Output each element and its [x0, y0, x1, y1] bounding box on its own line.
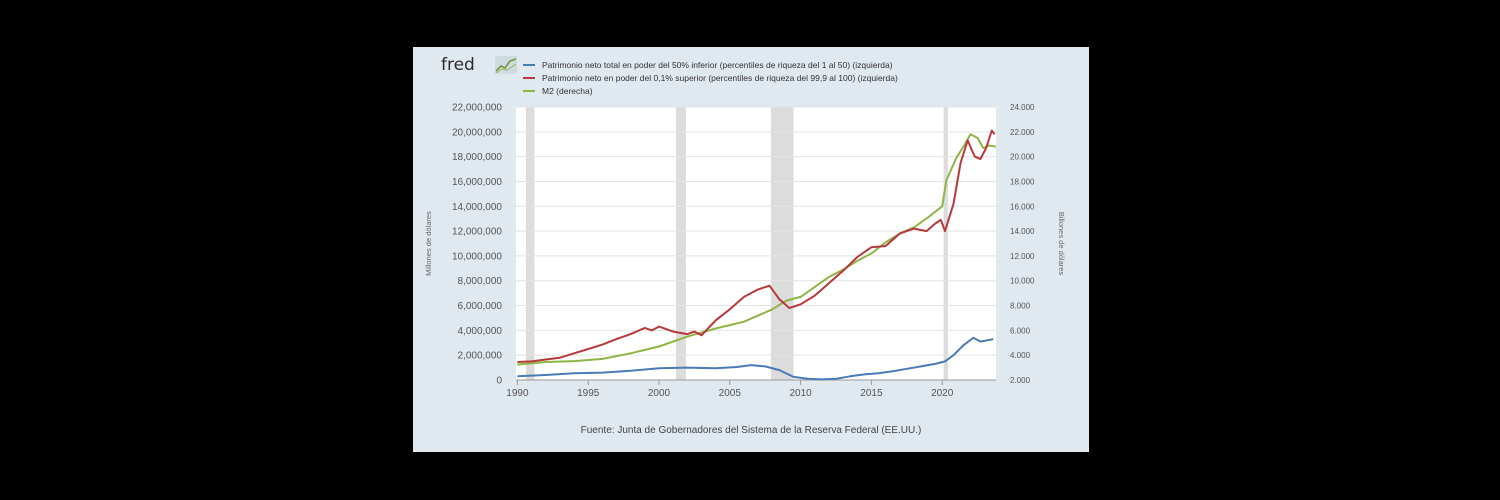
y-left-tick-label: 2,000,000	[458, 351, 503, 362]
y-right-tick-label: 20.000	[1010, 153, 1035, 162]
x-tick-label: 1995	[577, 388, 600, 399]
chart-legend: Patrimonio neto total en poder del 50% i…	[523, 58, 898, 97]
recession-band	[943, 107, 948, 380]
legend-item-bottom-50[interactable]: Patrimonio neto total en poder del 50% i…	[523, 58, 898, 71]
fred-chart-icon	[495, 56, 517, 74]
legend-swatch-red	[523, 76, 535, 79]
x-tick-label: 2000	[648, 388, 671, 399]
y-right-tick-label: 24.000	[1010, 103, 1035, 112]
recession-band	[676, 107, 686, 380]
fred-logo: fred	[441, 55, 475, 75]
line-chart: 0 2,000,000 4,000,000 6,000,000 8,000,000 10,…	[424, 103, 1066, 400]
y-left-tick-label: 22,000,000	[452, 103, 502, 114]
x-tick-label: 2010	[789, 388, 812, 399]
series-line-bottom-50	[517, 336, 994, 381]
y-right-tick-label: 6.000	[1010, 326, 1031, 335]
chart-source: Fuente: Junta de Gobernadores del Sistem…	[580, 425, 922, 436]
y-right-tick-label: 16.000	[1010, 202, 1035, 211]
y-left-tick-label: 10,000,000	[452, 251, 502, 262]
y-right-tick-label: 14.000	[1010, 227, 1035, 236]
y-right-tick-label: 10.000	[1010, 277, 1035, 286]
x-tick-label: 2020	[931, 388, 954, 399]
legend-label: Patrimonio neto en poder del 0,1% superi…	[542, 72, 898, 83]
y-right-tick-label: 18.000	[1010, 177, 1035, 186]
legend-label: M2 (derecha)	[542, 85, 593, 96]
y-left-tick-label: 18,000,000	[452, 152, 502, 163]
y-left-axis-title: Millones de dólares	[424, 211, 433, 276]
chart-panel: fred Patrimonio neto total en poder del …	[413, 47, 1089, 452]
y-left-tick-label: 8,000,000	[458, 276, 503, 287]
y-left-tick-label: 14,000,000	[452, 202, 502, 213]
y-right-tick-label: 8.000	[1010, 302, 1031, 311]
y-right-tick-label: 22.000	[1010, 128, 1035, 137]
plot-area	[516, 107, 996, 380]
legend-item-top-0-1[interactable]: Patrimonio neto en poder del 0,1% superi…	[523, 71, 898, 84]
recession-band	[770, 107, 794, 380]
recession-band	[525, 107, 535, 380]
legend-label: Patrimonio neto total en poder del 50% i…	[542, 59, 893, 70]
legend-swatch-blue	[523, 63, 535, 66]
legend-swatch-green	[523, 89, 535, 92]
y-right-tick-label: 4.000	[1010, 351, 1031, 360]
y-left-tick-label: 4,000,000	[458, 326, 503, 337]
y-right-axis-title: Billones de dólares	[1057, 212, 1066, 276]
y-right-tick-label: 12.000	[1010, 252, 1035, 261]
y-left-tick-label: 16,000,000	[452, 177, 502, 188]
series-line-top-0-1	[517, 129, 996, 363]
y-right-tick-label: 2.000	[1010, 376, 1031, 385]
legend-item-m2[interactable]: M2 (derecha)	[523, 84, 898, 97]
y-left-tick-label: 20,000,000	[452, 127, 502, 138]
x-tick-label: 2015	[860, 388, 883, 399]
y-left-tick-label: 6,000,000	[458, 301, 503, 312]
y-left-tick-label: 0	[496, 376, 502, 387]
y-left-tick-label: 12,000,000	[452, 227, 502, 238]
x-tick-label: 1990	[506, 388, 529, 399]
x-tick-label: 2005	[719, 388, 742, 399]
